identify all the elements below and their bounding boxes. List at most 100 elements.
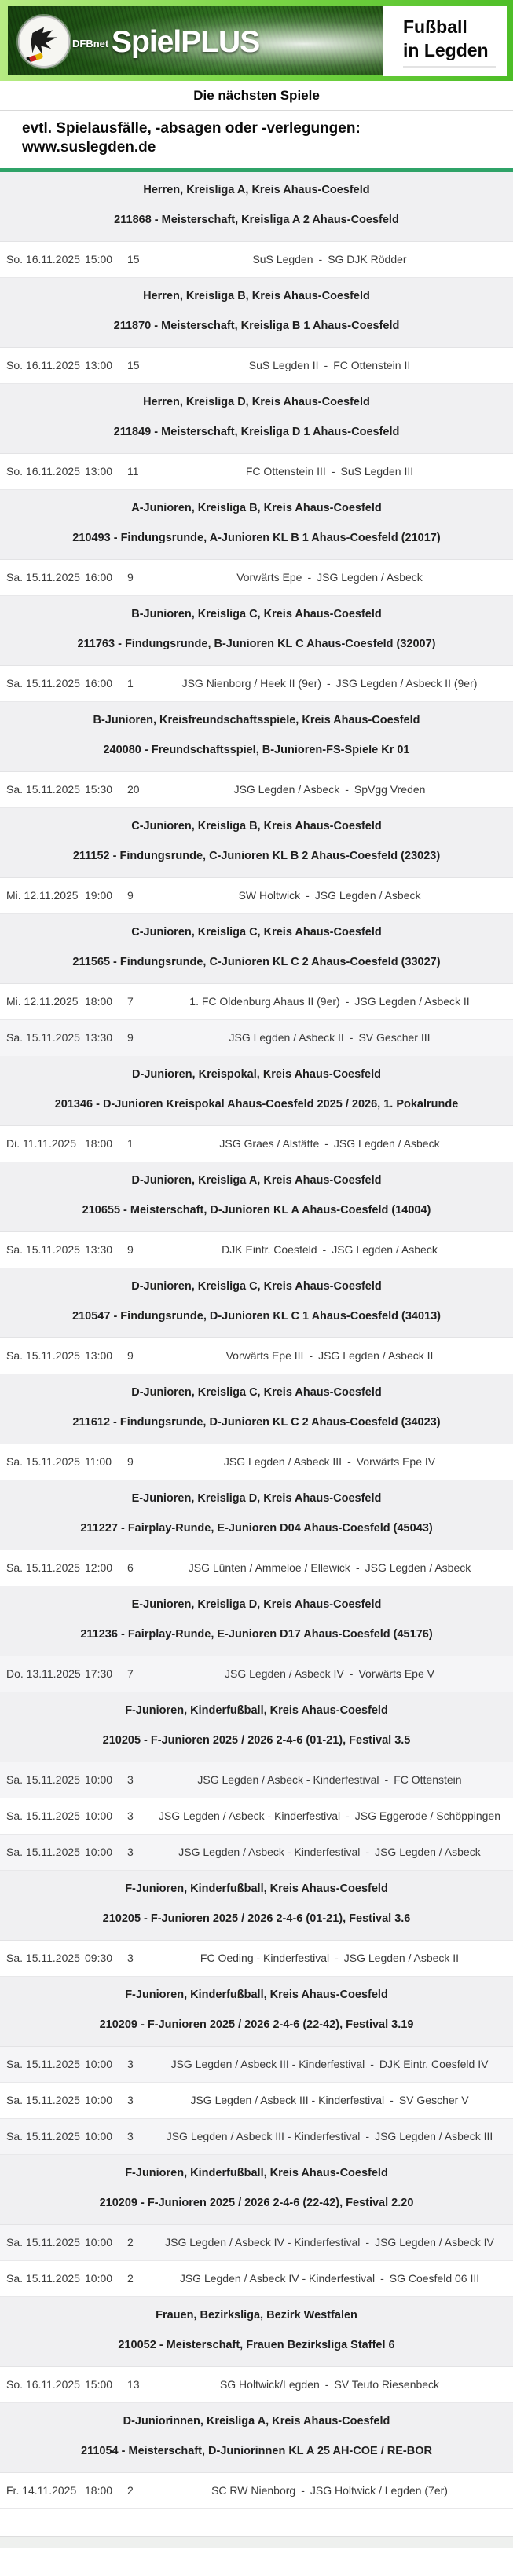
match-row[interactable]: Sa. 15.11.2025 10:00 3 JSG Legden / Asbeck … <box>0 1762 513 1798</box>
match-day-number: 1 <box>127 1137 134 1151</box>
match-row[interactable]: Sa. 15.11.2025 10:00 3 JSG Legden / Asbeck … <box>0 1798 513 1835</box>
match-home-team: Vorwärts Epe III <box>225 1349 304 1363</box>
match-time: 16:00 <box>85 677 113 690</box>
group-round: 211565 - Findungsrunde, C-Junioren KL C … <box>72 955 441 968</box>
group-header: C-Junioren, Kreisliga C, Kreis Ahaus-Coe… <box>0 913 513 984</box>
match-time: 10:00 <box>85 1846 113 1859</box>
match-teams: Vorwärts Epe III - JSG Legden / Asbeck II <box>154 1349 513 1362</box>
match-separator: - <box>365 2130 370 2143</box>
match-time: 13:00 <box>85 465 113 478</box>
match-teams: SuS Legden II - FC Ottenstein II <box>154 359 513 371</box>
match-home-team: DJK Eintr. Coesfeld <box>222 1243 317 1257</box>
match-date: Sa. 15.11.2025 <box>6 1455 80 1469</box>
match-home-team: SG Holtwick/Legden <box>219 2378 320 2391</box>
match-time: 10:00 <box>85 2094 113 2107</box>
group-header: D-Junioren, Kreisliga C, Kreis Ahaus-Coe… <box>0 1268 513 1338</box>
match-row[interactable]: Sa. 15.11.2025 11:00 9 JSG Legden / Asbeck … <box>0 1444 513 1480</box>
match-away-team: JSG Legden / Asbeck II <box>318 1349 434 1363</box>
match-time: 18:00 <box>85 2484 113 2497</box>
match-date: So. 16.11.2025 <box>6 359 80 372</box>
group-competition: Herren, Kreisliga A, Kreis Ahaus-Coesfel… <box>143 183 370 196</box>
match-day-number: 7 <box>127 995 134 1008</box>
match-day-number: 2 <box>127 2236 134 2249</box>
match-row[interactable]: Sa. 15.11.2025 10:00 2 JSG Legden / Asbeck … <box>0 2224 513 2261</box>
match-away-team: JSG Legden / Asbeck <box>375 1846 481 1859</box>
match-time: 15:30 <box>85 783 113 796</box>
group-competition: D-Junioren, Kreispokal, Kreis Ahaus-Coes… <box>132 1067 381 1081</box>
match-row[interactable]: Sa. 15.11.2025 12:00 6 JSG Lünten / Ammeloe… <box>0 1550 513 1586</box>
match-row[interactable]: Sa. 15.11.2025 13:30 9 JSG Legden / Asbeck … <box>0 1019 513 1056</box>
match-row[interactable]: Sa. 15.11.2025 10:00 2 JSG Legden / Asbeck … <box>0 2260 513 2297</box>
group-round: 211868 - Meisterschaft, Kreisliga A 2 Ah… <box>114 213 399 226</box>
group-round: 211849 - Meisterschaft, Kreisliga D 1 Ah… <box>113 425 400 438</box>
match-separator: - <box>318 253 323 266</box>
match-teams: FC Oeding - Kinderfestival - JSG Legden / … <box>154 1952 513 1964</box>
group-header: D-Junioren, Kreispokal, Kreis Ahaus-Coes… <box>0 1056 513 1126</box>
match-time: 17:30 <box>85 1667 113 1681</box>
match-row[interactable]: Sa. 15.11.2025 10:00 3 JSG Legden / Asbeck … <box>0 2082 513 2119</box>
match-date: Sa. 15.11.2025 <box>6 1349 80 1363</box>
match-row[interactable]: Sa. 15.11.2025 15:30 20 JSG Legden / Asbeck… <box>0 771 513 808</box>
match-row[interactable]: Fr. 14.11.2025 18:00 2 SC RW Nienborg - JSG H… <box>0 2472 513 2509</box>
match-row[interactable]: Mi. 12.11.2025 19:00 9 SW Holtwick - JSG Legd… <box>0 877 513 914</box>
match-away-team: JSG Legden / Asbeck II <box>343 1952 460 1965</box>
match-date: Sa. 15.11.2025 <box>6 1846 80 1859</box>
match-row[interactable]: Sa. 15.11.2025 16:00 1 JSG Nienborg / Heek … <box>0 665 513 702</box>
group-round: 240080 - Freundschaftsspiel, B-Junioren-… <box>103 743 410 756</box>
dfbnet-brand-label: DFBnet <box>72 38 109 49</box>
match-teams: JSG Legden / Asbeck III - Kinderfestival… <box>154 2130 513 2142</box>
match-row[interactable]: Sa. 15.11.2025 09:30 3 FC Oeding - Kinderfe… <box>0 1940 513 1977</box>
match-separator: - <box>324 359 328 372</box>
match-row[interactable]: So. 16.11.2025 15:00 15 SuS Legden - SG DJK R… <box>0 241 513 278</box>
match-date: Sa. 15.11.2025 <box>6 1561 80 1575</box>
match-row[interactable]: Sa. 15.11.2025 10:00 3 JSG Legden / Asbeck … <box>0 2046 513 2083</box>
match-date: Sa. 15.11.2025 <box>6 2272 80 2285</box>
group-round: 211763 - Findungsrunde, B-Junioren KL C … <box>77 637 436 650</box>
match-date: Sa. 15.11.2025 <box>6 783 80 796</box>
match-teams: JSG Legden / Asbeck II - SV Gescher III <box>154 1031 513 1044</box>
match-row[interactable]: Di. 11.11.2025 18:00 1 JSG Graes / Alstätte… <box>0 1125 513 1162</box>
match-separator: - <box>349 1031 354 1045</box>
group-header: E-Junioren, Kreisliga D, Kreis Ahaus-Coe… <box>0 1586 513 1656</box>
match-away-team: JSG Legden / Asbeck II <box>354 995 470 1008</box>
group-competition: D-Junioren, Kreisliga A, Kreis Ahaus-Coe… <box>131 1173 382 1187</box>
match-row[interactable]: So. 16.11.2025 13:00 15 SuS Legden II - FC Ot… <box>0 347 513 384</box>
match-teams: SG Holtwick/Legden - SV Teuto Riesenbeck <box>154 2378 513 2391</box>
group-competition: D-Junioren, Kreisliga C, Kreis Ahaus-Coe… <box>131 1385 382 1399</box>
match-time: 10:00 <box>85 2272 113 2285</box>
match-away-team: SpVgg Vreden <box>354 783 426 796</box>
match-row[interactable]: Do. 13.11.2025 17:30 7 JSG Legden / Asbeck … <box>0 1656 513 1692</box>
match-separator: - <box>365 2236 370 2249</box>
match-separator: - <box>326 677 331 690</box>
match-time: 09:30 <box>85 1952 113 1965</box>
match-day-number: 3 <box>127 2130 134 2143</box>
group-competition: C-Junioren, Kreisliga B, Kreis Ahaus-Coe… <box>131 819 382 832</box>
match-row[interactable]: So. 16.11.2025 15:00 13 SG Holtwick/Legden -… <box>0 2366 513 2403</box>
match-home-team: FC Oeding - Kinderfestival <box>200 1952 330 1965</box>
group-competition: F-Junioren, Kinderfußball, Kreis Ahaus-C… <box>125 1703 388 1717</box>
match-row[interactable]: Sa. 15.11.2025 13:30 9 DJK Eintr. Coesfeld -… <box>0 1231 513 1268</box>
match-teams: 1. FC Oldenburg Ahaus II (9er) - JSG Legde… <box>154 995 513 1008</box>
match-time: 10:00 <box>85 2130 113 2143</box>
match-row[interactable]: Sa. 15.11.2025 10:00 3 JSG Legden / Asbeck … <box>0 2118 513 2155</box>
group-round: 210209 - F-Junioren 2025 / 2026 2-4-6 (2… <box>99 2196 414 2209</box>
match-away-team: SV Gescher III <box>358 1031 431 1045</box>
match-separator: - <box>331 465 335 478</box>
match-home-team: 1. FC Oldenburg Ahaus II (9er) <box>189 995 340 1008</box>
match-time: 10:00 <box>85 1773 113 1787</box>
match-row[interactable]: Sa. 15.11.2025 16:00 9 Vorwärts Epe - JSG Leg… <box>0 559 513 596</box>
match-day-number: 11 <box>127 465 139 478</box>
match-separator: - <box>390 2094 394 2107</box>
match-home-team: JSG Legden / Asbeck <box>233 783 340 796</box>
match-day-number: 9 <box>127 1349 134 1363</box>
match-home-team: JSG Legden / Asbeck IV <box>225 1667 344 1681</box>
match-row[interactable]: Sa. 15.11.2025 13:00 9 Vorwärts Epe III - JSG… <box>0 1337 513 1374</box>
match-row[interactable]: So. 16.11.2025 13:00 11 FC Ottenstein III - S… <box>0 453 513 490</box>
notice-url: www.suslegden.de <box>22 139 156 156</box>
match-teams: DJK Eintr. Coesfeld - JSG Legden / Asbeck <box>154 1243 513 1256</box>
match-row[interactable]: Mi. 12.11.2025 18:00 7 1. FC Oldenburg Ahau… <box>0 983 513 1020</box>
match-day-number: 15 <box>127 359 140 372</box>
match-time: 10:00 <box>85 1809 113 1823</box>
match-day-number: 6 <box>127 1561 134 1575</box>
match-row[interactable]: Sa. 15.11.2025 10:00 3 JSG Legden / Asbeck … <box>0 1834 513 1871</box>
